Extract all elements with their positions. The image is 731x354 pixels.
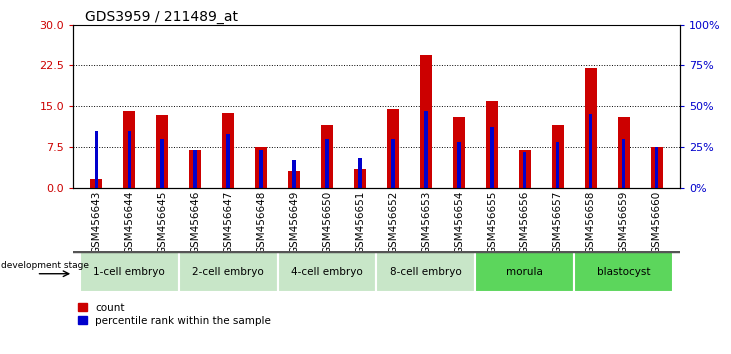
Bar — [458, 142, 461, 188]
Text: GSM456654: GSM456654 — [454, 190, 464, 254]
Text: GSM456645: GSM456645 — [157, 190, 167, 254]
Text: GSM456658: GSM456658 — [586, 190, 596, 254]
Bar — [288, 171, 300, 188]
Bar — [80, 251, 178, 292]
Text: 8-cell embryo: 8-cell embryo — [390, 267, 462, 277]
Text: GSM456652: GSM456652 — [388, 190, 398, 254]
Bar — [420, 55, 432, 188]
Text: GSM456649: GSM456649 — [289, 190, 299, 254]
Bar — [453, 117, 465, 188]
Bar — [94, 131, 98, 188]
Text: 2-cell embryo: 2-cell embryo — [192, 267, 264, 277]
Text: GDS3959 / 211489_at: GDS3959 / 211489_at — [86, 10, 238, 24]
Bar — [321, 125, 333, 188]
Text: 4-cell embryo: 4-cell embryo — [291, 267, 363, 277]
Bar — [189, 150, 201, 188]
Bar — [127, 131, 131, 188]
Bar — [391, 139, 395, 188]
Bar — [424, 111, 428, 188]
Bar — [325, 139, 329, 188]
Bar — [491, 127, 493, 188]
Text: GSM456660: GSM456660 — [652, 190, 662, 254]
Bar — [651, 147, 662, 188]
Text: morula: morula — [507, 267, 543, 277]
Text: GSM456651: GSM456651 — [355, 190, 365, 254]
Text: GSM456646: GSM456646 — [190, 190, 200, 254]
Bar — [585, 68, 596, 188]
Bar — [355, 169, 366, 188]
Text: GSM456657: GSM456657 — [553, 190, 563, 254]
Bar — [523, 152, 526, 188]
Bar — [519, 150, 531, 188]
Text: GSM456648: GSM456648 — [256, 190, 266, 254]
Bar — [124, 110, 135, 188]
Bar — [255, 147, 267, 188]
Text: blastocyst: blastocyst — [597, 267, 651, 277]
Legend: count, percentile rank within the sample: count, percentile rank within the sample — [78, 303, 271, 326]
Text: GSM456653: GSM456653 — [421, 190, 431, 254]
Bar — [91, 179, 102, 188]
Bar — [618, 117, 629, 188]
Bar — [575, 251, 673, 292]
Bar — [376, 251, 475, 292]
Bar — [278, 251, 376, 292]
Bar — [156, 115, 168, 188]
Bar — [486, 101, 498, 188]
Bar — [556, 142, 559, 188]
Bar — [194, 150, 197, 188]
Bar — [227, 134, 230, 188]
Bar — [475, 251, 575, 292]
Text: GSM456650: GSM456650 — [322, 190, 332, 254]
Bar — [589, 114, 592, 188]
Bar — [161, 139, 164, 188]
Text: GSM456643: GSM456643 — [91, 190, 101, 254]
Bar — [178, 251, 278, 292]
Bar — [292, 160, 295, 188]
Text: development stage: development stage — [1, 261, 89, 270]
Text: GSM456656: GSM456656 — [520, 190, 530, 254]
Bar — [358, 158, 362, 188]
Bar — [387, 109, 398, 188]
Text: 1-cell embryo: 1-cell embryo — [94, 267, 165, 277]
Text: GSM456644: GSM456644 — [124, 190, 135, 254]
Bar — [622, 139, 626, 188]
Bar — [552, 125, 564, 188]
Bar — [655, 147, 659, 188]
Bar — [260, 150, 262, 188]
Text: GSM456659: GSM456659 — [618, 190, 629, 254]
Bar — [222, 113, 234, 188]
Text: GSM456655: GSM456655 — [487, 190, 497, 254]
Text: GSM456647: GSM456647 — [223, 190, 233, 254]
